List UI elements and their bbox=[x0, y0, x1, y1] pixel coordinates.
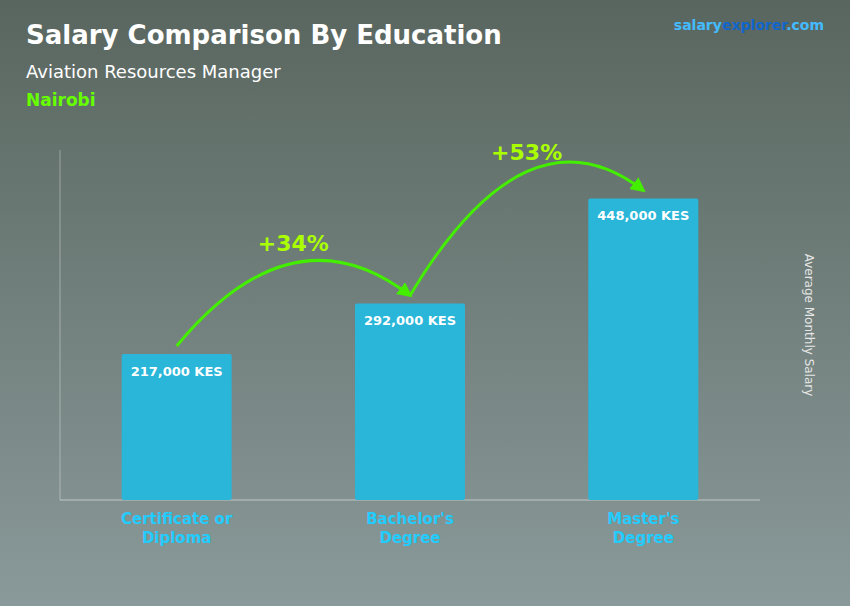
chart: Salary Comparison By Education Aviation R… bbox=[0, 0, 850, 606]
category-label: Master'sDegree bbox=[607, 510, 679, 547]
category-label-line: Certificate or bbox=[121, 510, 233, 528]
y-axis-line bbox=[60, 150, 61, 500]
bar bbox=[355, 303, 465, 500]
category-label-line: Bachelor's bbox=[366, 510, 454, 528]
growth-arrow bbox=[410, 162, 643, 295]
location: Nairobi bbox=[26, 90, 96, 110]
category-label-line: Degree bbox=[379, 529, 440, 547]
brand-part: .com bbox=[786, 17, 824, 33]
bar bbox=[588, 198, 698, 500]
brand-part: explorer bbox=[722, 17, 788, 33]
category-label: Certificate orDiploma bbox=[121, 510, 233, 547]
category-label: Bachelor'sDegree bbox=[366, 510, 454, 547]
brand: salaryexplorer.com bbox=[674, 17, 824, 33]
value-label: 217,000 KES bbox=[131, 364, 223, 379]
subtitle: Aviation Resources Manager bbox=[26, 61, 281, 82]
growth-label: +53% bbox=[491, 140, 562, 165]
category-label-line: Diploma bbox=[142, 529, 212, 547]
category-label-line: Master's bbox=[607, 510, 679, 528]
growth-arrow bbox=[177, 260, 410, 346]
value-label: 292,000 KES bbox=[364, 313, 456, 328]
value-label: 448,000 KES bbox=[597, 208, 689, 223]
bar bbox=[122, 354, 232, 500]
category-label-line: Degree bbox=[613, 529, 674, 547]
y-label: Average Monthly Salary bbox=[802, 254, 816, 397]
title: Salary Comparison By Education bbox=[26, 20, 502, 50]
growth-label: +34% bbox=[258, 231, 329, 256]
brand-part: salary bbox=[674, 17, 722, 33]
